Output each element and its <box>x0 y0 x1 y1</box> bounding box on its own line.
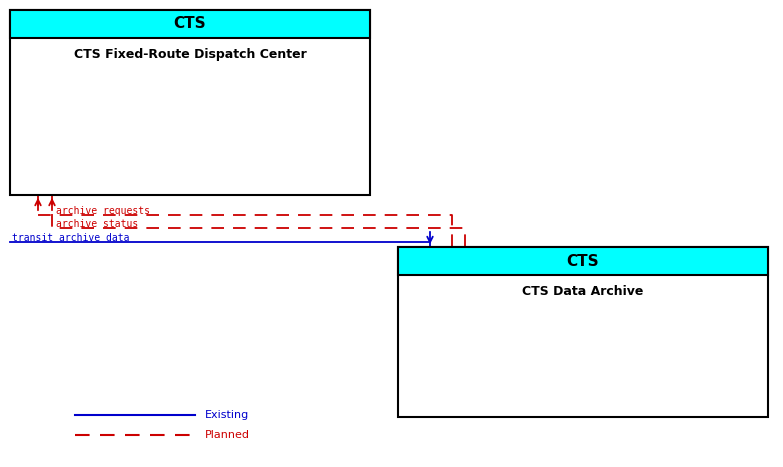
Text: archive requests: archive requests <box>56 206 150 216</box>
Text: CTS: CTS <box>567 254 599 269</box>
Text: CTS Fixed-Route Dispatch Center: CTS Fixed-Route Dispatch Center <box>74 48 306 61</box>
Text: archive status: archive status <box>56 219 139 229</box>
Bar <box>398 247 768 275</box>
Bar <box>10 10 370 195</box>
Text: CTS: CTS <box>174 16 206 31</box>
Bar <box>10 10 370 38</box>
Text: Existing: Existing <box>205 410 249 420</box>
Text: Planned: Planned <box>205 430 250 440</box>
Bar <box>398 247 768 417</box>
Text: transit archive data: transit archive data <box>12 233 129 243</box>
Text: CTS Data Archive: CTS Data Archive <box>522 285 644 298</box>
